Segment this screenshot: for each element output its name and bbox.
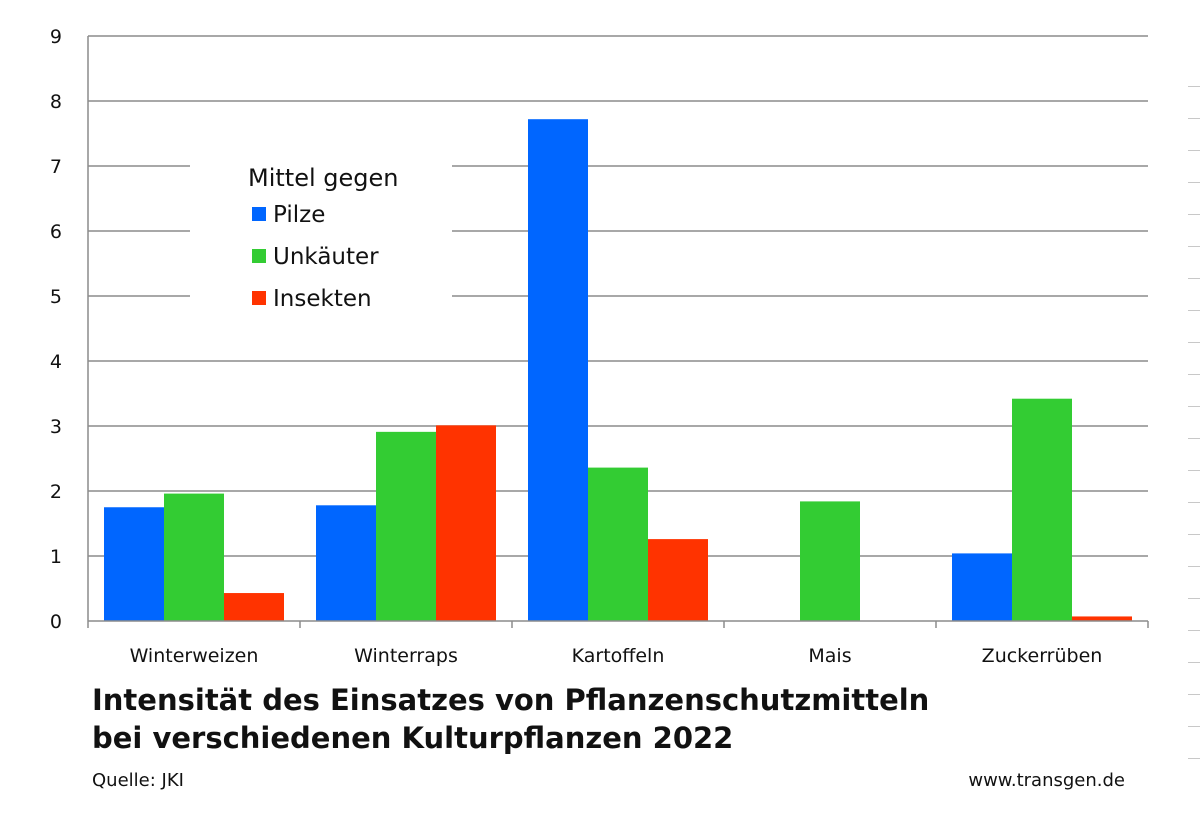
chart-subtitle: bei verschiedenen Kulturpflanzen 2022 <box>92 721 734 755</box>
legend-entry: Unkäuter <box>273 244 379 270</box>
axes <box>87 36 1149 628</box>
bar-pilze <box>952 553 1012 621</box>
legend-entry: Insekten <box>273 286 372 312</box>
y-tick-label: 8 <box>50 91 62 113</box>
y-tick-label: 9 <box>50 26 62 48</box>
x-tick-label: Kartoffeln <box>572 645 665 667</box>
y-tick-label: 7 <box>50 156 62 178</box>
bar-unkäuter <box>376 431 436 621</box>
y-tick-label: 1 <box>50 546 62 568</box>
y-tick-label: 4 <box>50 351 62 373</box>
chart-title: Intensität des Einsatzes von Pflanzensch… <box>92 683 930 717</box>
legend-entry: Pilze <box>273 202 325 228</box>
legend-swatch <box>252 249 266 263</box>
bar-unkäuter <box>588 467 648 621</box>
bar-insekten <box>648 539 708 621</box>
y-tick-label: 2 <box>50 481 62 503</box>
bars <box>104 119 1132 621</box>
source-note: Quelle: JKI <box>92 770 184 791</box>
x-tick-label: Winterweizen <box>130 645 259 667</box>
y-tick-label: 0 <box>50 611 62 633</box>
bar-insekten <box>1072 616 1132 621</box>
bar-pilze <box>104 507 164 621</box>
bar-insekten <box>436 425 496 621</box>
y-axis-ticks: 0 1 2 3 4 5 6 7 8 9 <box>50 26 62 633</box>
bar-unkäuter <box>800 501 860 621</box>
bar-unkäuter <box>1012 398 1072 621</box>
bar-unkäuter <box>164 493 224 621</box>
legend-background <box>190 150 452 328</box>
bar-pilze <box>528 119 588 621</box>
x-tick-label: Zuckerrüben <box>982 645 1103 667</box>
bar-chart: 0 1 2 3 4 5 6 7 8 9 Winterweizen Winterraps Kartoff… <box>50 26 1149 667</box>
bar-pilze <box>316 505 376 621</box>
x-tick-label: Mais <box>808 645 851 667</box>
legend-swatch <box>252 207 266 221</box>
y-tick-label: 3 <box>50 416 62 438</box>
legend-swatch <box>252 291 266 305</box>
legend: Mittel gegen Pilze Unkäuter Insekten <box>190 150 452 328</box>
x-axis-ticks: Winterweizen Winterraps Kartoffeln Mais Zuck… <box>130 645 1103 667</box>
bar-insekten <box>224 593 284 621</box>
y-tick-label: 5 <box>50 286 62 308</box>
x-tick-label: Winterraps <box>354 645 458 667</box>
legend-title: Mittel gegen <box>248 164 398 192</box>
website-link[interactable]: www.transgen.de <box>968 770 1125 791</box>
y-tick-label: 6 <box>50 221 62 243</box>
